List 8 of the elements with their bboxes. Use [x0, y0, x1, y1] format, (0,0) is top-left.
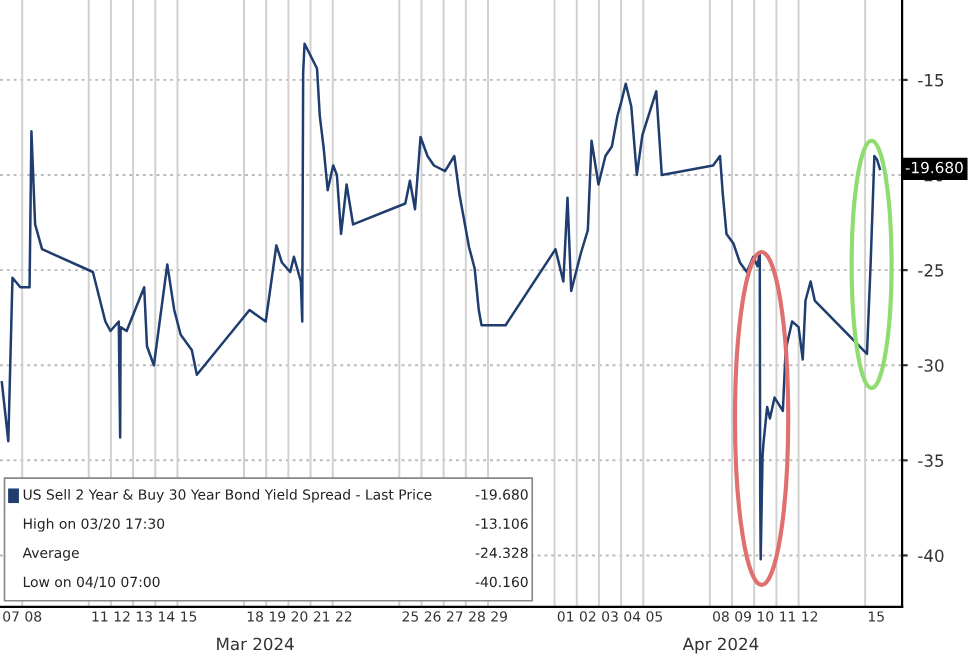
y-tick-label: -25: [918, 264, 944, 277]
y-tick-label: -15: [918, 74, 944, 87]
text: Mar 2024: [217, 637, 294, 651]
y-tick-label: -40: [918, 549, 944, 563]
y-tick-label: -35: [918, 454, 944, 467]
text: Apr 2024: [682, 637, 759, 654]
line-series: [0, 42, 882, 561]
y-tick-label: -30: [918, 359, 944, 372]
